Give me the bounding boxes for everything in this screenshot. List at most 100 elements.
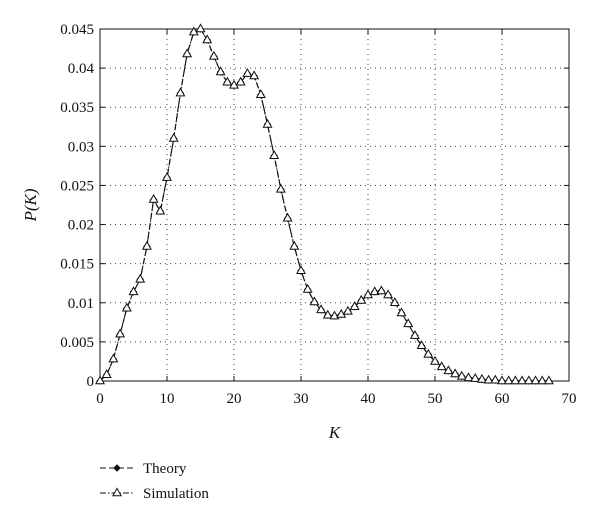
simulation-point (389, 297, 400, 307)
simulation-point (208, 50, 219, 60)
simulation-point (275, 183, 286, 193)
simulation-point (363, 289, 373, 299)
simulation-point (497, 375, 507, 385)
simulation-point (242, 67, 253, 77)
simulation-point (108, 353, 119, 363)
simulation-point (503, 375, 514, 385)
plot-frame (99, 28, 570, 382)
simulation-point (510, 375, 521, 385)
simulation-point (430, 355, 440, 365)
y-tick-label: 0.01 (68, 296, 94, 312)
simulation-point (175, 87, 186, 97)
simulation-point (215, 66, 226, 76)
y-tick-label: 0.015 (60, 257, 94, 273)
simulation-point (483, 374, 494, 384)
legend-item-simulation: Simulation (100, 486, 209, 502)
legend-marker (112, 487, 122, 497)
simulation-point (269, 150, 280, 159)
y-tick-label: 0.02 (68, 218, 94, 234)
x-tick-label: 70 (562, 391, 577, 407)
simulation-point (95, 375, 105, 385)
x-axis-title: K (328, 423, 342, 442)
simulation-point (336, 308, 347, 318)
simulation-point (409, 330, 420, 339)
simulation-point (101, 369, 112, 379)
simulation-point (222, 76, 233, 86)
simulation-point (195, 23, 206, 33)
y-tick-label: 0 (87, 374, 95, 390)
simulation-point (376, 285, 387, 295)
simulation-point (162, 172, 172, 181)
simulation-point (396, 307, 407, 317)
y-tick-label: 0.025 (60, 178, 94, 194)
gridlines (100, 29, 569, 381)
simulation-point (329, 310, 340, 320)
x-tick-label: 60 (495, 391, 510, 407)
simulation-point (249, 70, 260, 80)
simulation-markers (95, 23, 554, 385)
legend: Theory Simulation (100, 461, 209, 502)
simulation-point (188, 26, 199, 36)
axis-ticks: 0 10 20 30 40 50 60 70 0 0.005 0.01 0.015 0.02 0.025 0… (60, 22, 576, 407)
simulation-point (537, 375, 548, 385)
y-tick-label: 0.005 (60, 335, 94, 351)
simulation-point (523, 375, 534, 385)
simulation-point (235, 76, 246, 86)
x-tick-label: 20 (227, 391, 242, 407)
simulation-point (282, 212, 293, 222)
simulation-point (182, 48, 193, 58)
simulation-point (416, 340, 427, 350)
simulation-point (450, 368, 461, 378)
simulation-point (349, 301, 360, 310)
simulation-point (296, 265, 306, 274)
simulation-point (322, 309, 333, 319)
simulation-point (490, 374, 501, 384)
legend-marker (113, 464, 121, 472)
simulation-point (369, 286, 380, 296)
y-axis-title: P(K) (21, 188, 40, 222)
x-tick-label: 10 (160, 391, 175, 407)
legend-item-theory: Theory (100, 461, 187, 477)
simulation-point (262, 118, 273, 128)
x-tick-label: 50 (428, 391, 443, 407)
x-tick-label: 0 (96, 391, 104, 407)
simulation-point (148, 193, 159, 203)
simulation-point (476, 373, 487, 383)
y-tick-label: 0.045 (60, 22, 94, 38)
y-tick-label: 0.035 (60, 100, 94, 116)
legend-label: Theory (143, 461, 187, 477)
simulation-point (470, 373, 481, 382)
simulation-point (456, 370, 467, 380)
simulation-point (383, 289, 394, 299)
simulation-point (517, 375, 528, 385)
simulation-point (115, 328, 126, 338)
simulation-point (135, 273, 146, 283)
legend-label: Simulation (143, 486, 209, 502)
simulation-point (302, 283, 313, 293)
x-tick-label: 30 (294, 391, 309, 407)
y-tick-label: 0.04 (68, 61, 95, 77)
simulation-point (168, 132, 179, 142)
simulation-point (202, 34, 213, 44)
simulation-point (121, 302, 132, 312)
simulation-point (155, 205, 166, 215)
simulation-point (403, 318, 414, 328)
simulation-point (530, 375, 541, 385)
simulation-point (423, 348, 434, 358)
simulation-point (255, 89, 266, 98)
simulation-point (436, 361, 447, 371)
x-tick-label: 40 (361, 391, 376, 407)
simulation-point (229, 79, 239, 89)
simulation-point (289, 240, 300, 250)
simulation-point (543, 375, 554, 385)
simulation-point (443, 365, 454, 375)
simulation-point (316, 304, 327, 314)
simulation-point (309, 296, 320, 306)
series-layer (95, 23, 554, 385)
simulation-point (141, 240, 152, 250)
simulation-point (128, 286, 139, 296)
y-tick-label: 0.03 (68, 139, 94, 155)
simulation-point (342, 305, 353, 315)
simulation-point (463, 372, 474, 382)
